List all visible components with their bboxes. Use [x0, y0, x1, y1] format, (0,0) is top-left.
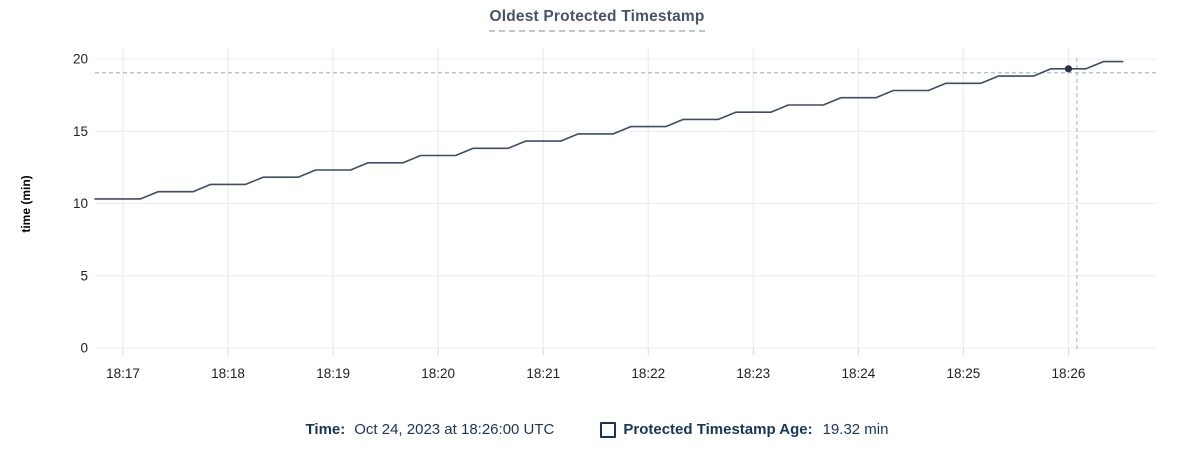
x-tick-label: 18:25: [947, 366, 981, 381]
chart-title-row: Oldest Protected Timestamp: [0, 8, 1194, 32]
x-tick-label: 18:21: [526, 366, 560, 381]
y-tick-label: 10: [73, 196, 88, 211]
y-tick-label: 20: [73, 52, 88, 67]
chart-plot-area[interactable]: 18:17 18:18 18:19 18:20 18:21 18:22 18:23 18:24…: [0, 0, 1194, 400]
x-tick-label: 18:23: [736, 366, 770, 381]
legend-time-value: Oct 24, 2023 at 18:26:00 UTC: [354, 421, 555, 438]
legend-series-toggle[interactable]: Protected Timestamp Age: 19.32 min: [600, 421, 888, 438]
x-tick-label: 18:20: [421, 366, 455, 381]
series-line: [94, 60, 1124, 200]
legend-series-value: 19.32 min: [822, 421, 889, 438]
x-tick-label: 18:24: [841, 366, 875, 381]
x-tick-label: 18:19: [316, 366, 350, 381]
legend-time-label: Time:: [305, 421, 346, 438]
y-tick-label: 0: [80, 341, 88, 356]
x-tick-label: 18:26: [1052, 366, 1086, 381]
x-tick-label: 18:17: [106, 366, 140, 381]
legend-series-label: Protected Timestamp Age:: [623, 421, 813, 438]
x-tick-label: 18:22: [631, 366, 665, 381]
y-tick-label: 5: [80, 268, 88, 283]
chart-legend: Time: Oct 24, 2023 at 18:26:00 UTC Prote…: [0, 421, 1194, 438]
hovered-data-point: [1064, 65, 1073, 73]
series-checkbox-icon[interactable]: [600, 421, 617, 438]
chart-title[interactable]: Oldest Protected Timestamp: [489, 8, 705, 32]
y-tick-label: 15: [73, 124, 88, 139]
x-tick-label: 18:18: [211, 366, 245, 381]
y-axis-title: time (min): [19, 175, 33, 232]
